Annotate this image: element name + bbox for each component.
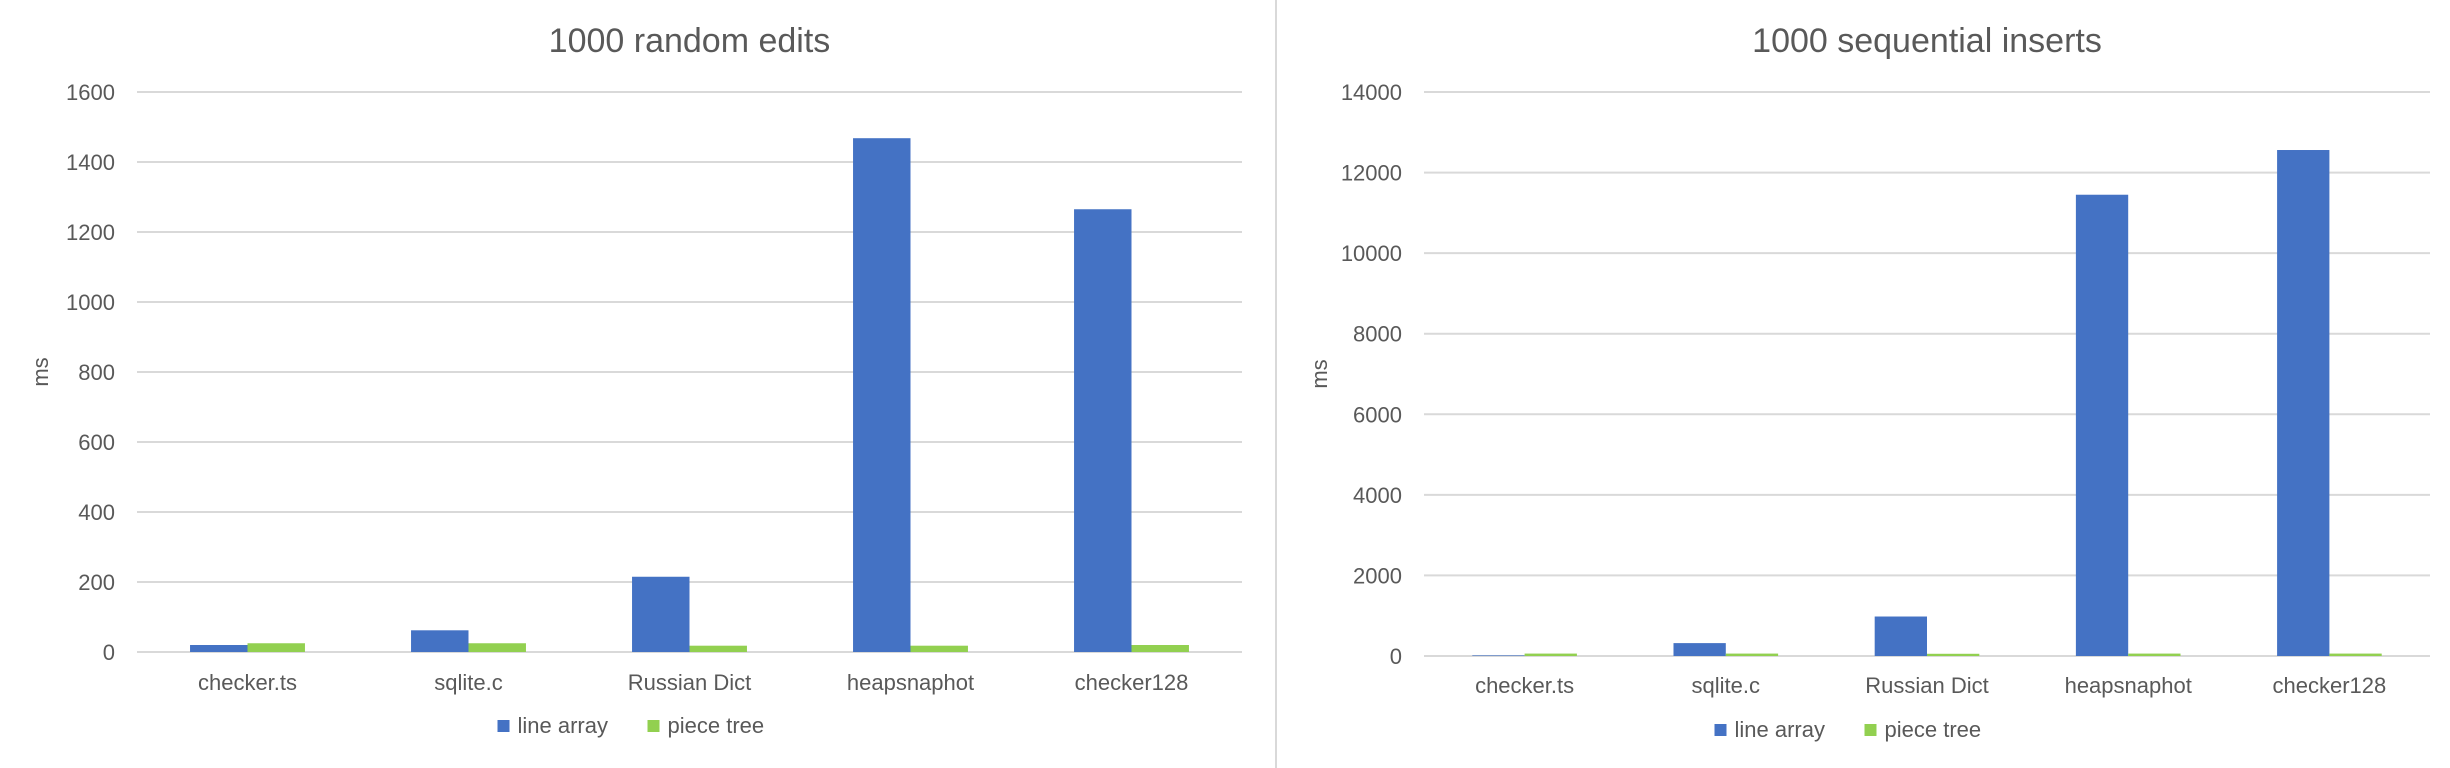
- bar-piece-tree: [910, 645, 968, 652]
- y-tick-label: 400: [78, 500, 115, 525]
- legend-swatch: [1864, 724, 1877, 736]
- y-tick-label: 600: [78, 430, 115, 455]
- y-tick-label: 1600: [66, 80, 115, 105]
- y-tick-label: 2000: [1353, 563, 1402, 588]
- x-category-label: Russian Dict: [628, 670, 751, 695]
- y-tick-label: 4000: [1353, 483, 1402, 508]
- x-category-label: heapsnaphot: [847, 670, 974, 695]
- chart-random-edits: 1000 random edits ms 0 200 400 600 800 1000 1200…: [28, 22, 1242, 738]
- x-category-label: checker128: [2273, 673, 2387, 698]
- legend-label: piece tree: [1885, 717, 1982, 742]
- y-tick-label: 1400: [66, 150, 115, 175]
- x-category-label: checker.ts: [1475, 673, 1574, 698]
- x-category-label: sqlite.c: [434, 670, 502, 695]
- bar-piece-tree: [2329, 653, 2382, 656]
- legend-swatch: [1714, 724, 1727, 736]
- bar-line-array: [190, 645, 248, 652]
- legend-swatch: [647, 720, 660, 732]
- bar-line-array: [1472, 655, 1525, 656]
- y-axis-title: ms: [1307, 359, 1332, 388]
- y-tick-label: 0: [103, 640, 115, 665]
- y-tick-label: 10000: [1341, 241, 1402, 266]
- bar-line-array: [1673, 643, 1726, 656]
- y-tick-label: 6000: [1353, 402, 1402, 427]
- bar-line-array: [411, 630, 469, 652]
- bar-piece-tree: [2128, 653, 2181, 656]
- y-tick-label: 0: [1390, 644, 1402, 669]
- y-tick-label: 14000: [1341, 80, 1402, 105]
- x-category-label: checker128: [1075, 670, 1189, 695]
- bar-piece-tree: [1131, 645, 1189, 652]
- y-tick-label: 12000: [1341, 161, 1402, 186]
- x-category-label: checker.ts: [198, 670, 297, 695]
- y-tick-label: 200: [78, 570, 115, 595]
- bar-piece-tree: [1524, 653, 1577, 656]
- legend-label: line array: [1735, 717, 1825, 742]
- chart-sequential-inserts: 1000 sequential inserts ms 0 2000 4000 6000 80…: [1277, 0, 2450, 768]
- chart-svg: 1000 sequential inserts ms 0 2000 4000 6000 80…: [1307, 22, 2430, 742]
- y-axis-title: ms: [28, 357, 53, 386]
- y-tick-label: 800: [78, 360, 115, 385]
- bar-line-array: [632, 576, 690, 652]
- bar-piece-tree: [689, 645, 747, 652]
- legend-swatch: [497, 720, 510, 732]
- bar-piece-tree: [1725, 653, 1779, 656]
- panel-divider: [1275, 0, 1277, 768]
- x-category-label: sqlite.c: [1692, 673, 1760, 698]
- legend-label: piece tree: [668, 713, 765, 738]
- x-category-label: heapsnaphot: [2065, 673, 2192, 698]
- bar-line-array: [1074, 209, 1132, 652]
- y-tick-label: 1000: [66, 290, 115, 315]
- y-tick-label: 8000: [1353, 322, 1402, 347]
- bar-line-array: [1874, 616, 1927, 656]
- bar-line-array: [2277, 150, 2330, 657]
- y-tick-label: 1200: [66, 220, 115, 245]
- bar-piece-tree: [1927, 653, 1980, 656]
- chart-title: 1000 random edits: [549, 22, 831, 60]
- bar-line-array: [2075, 194, 2129, 656]
- legend-label: line array: [518, 713, 608, 738]
- x-category-label: Russian Dict: [1865, 673, 1988, 698]
- bar-piece-tree: [468, 643, 526, 652]
- chart-title: 1000 sequential inserts: [1752, 22, 2102, 60]
- bar-piece-tree: [247, 643, 305, 652]
- bar-line-array: [853, 138, 911, 652]
- chart-svg: 1000 random edits ms 0 200 400 600 800 1000 1200…: [28, 22, 1242, 738]
